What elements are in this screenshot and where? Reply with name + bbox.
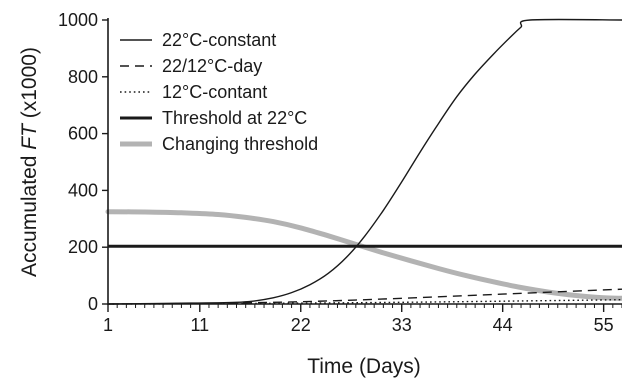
y-tick-label: 600 xyxy=(68,124,98,144)
y-axis-title-italic: FT xyxy=(18,122,41,150)
y-tick-label: 1000 xyxy=(58,10,98,30)
x-tick-label: 1 xyxy=(103,315,113,335)
y-tick-label: 400 xyxy=(68,180,98,200)
legend: 22°C-constant 22/12°C-day 12°C-contant Thre… xyxy=(120,30,318,154)
y-axis-title: Accumulated FT (x1000) xyxy=(18,47,41,277)
y-tick-label: 200 xyxy=(68,237,98,257)
series-line-1 xyxy=(107,18,622,305)
x-tick-label: 22 xyxy=(291,315,311,335)
x-tick-label: 33 xyxy=(392,315,412,335)
legend-label-3: 12°C-contant xyxy=(162,82,267,102)
series-line-5 xyxy=(105,209,622,301)
y-tick-label: 0 xyxy=(88,294,98,314)
legend-label-4: Threshold at 22°C xyxy=(162,108,307,128)
y-tick-label: 800 xyxy=(68,67,98,87)
y-axis-title-suffix: (x1000) xyxy=(18,47,41,124)
legend-label-2: 22/12°C-day xyxy=(162,56,262,76)
legend-label-5: Changing threshold xyxy=(162,134,318,154)
x-tick-label: 55 xyxy=(594,315,614,335)
legend-label-1: 22°C-constant xyxy=(162,30,276,50)
x-axis-title: Time (Days) xyxy=(307,355,421,378)
y-axis-title-prefix: Accumulated xyxy=(18,150,41,277)
x-tick-label: 11 xyxy=(190,315,209,335)
x-tick-label: 44 xyxy=(493,315,513,335)
series-line-2 xyxy=(107,288,622,305)
